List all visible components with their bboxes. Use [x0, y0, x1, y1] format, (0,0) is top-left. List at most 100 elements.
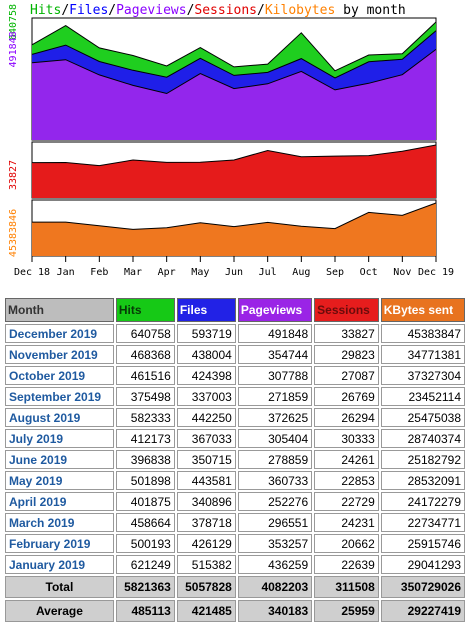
chart-title-part: Pageviews	[116, 3, 186, 18]
month-link[interactable]: August 2019	[5, 408, 114, 427]
month-link[interactable]: October 2019	[5, 366, 114, 385]
cell-files: 443581	[176, 471, 236, 490]
cell-sessions: 22729	[314, 492, 379, 511]
x-tick-label: May	[191, 267, 209, 278]
table-row: May 2019 501898 443581 360733 22853 28532091	[5, 471, 465, 490]
cell-files: 442250	[176, 408, 236, 427]
chart-title-part: by month	[335, 3, 405, 18]
total-kbytes: 350729026	[380, 576, 465, 598]
line-pageviews	[31, 49, 437, 95]
month-link[interactable]: July 2019	[5, 429, 114, 448]
header-pageviews: Pageviews	[237, 298, 313, 322]
cell-pageviews: 353257	[237, 534, 313, 553]
cell-sessions: 33827	[314, 324, 379, 343]
table-row: February 2019 500193 426129 353257 20662 2591…	[5, 534, 465, 553]
table-row: January 2019 621249 515382 436259 22639 29041…	[5, 555, 465, 574]
cell-kbytes: 34771381	[380, 345, 465, 364]
cell-hits: 458664	[115, 513, 175, 532]
cell-sessions: 26769	[314, 387, 379, 406]
cell-kbytes: 25182792	[380, 450, 465, 469]
area-pageviews	[32, 49, 436, 140]
chart-title-part: /	[187, 3, 195, 18]
cell-pageviews: 436259	[237, 555, 313, 574]
cell-pageviews: 296551	[237, 513, 313, 532]
chart-canvas: Hits/Files/Pageviews/Sessions/Kilobytes …	[8, 3, 454, 278]
cell-kbytes: 23452114	[380, 387, 465, 406]
month-link[interactable]: November 2019	[5, 345, 114, 364]
month-link[interactable]: June 2019	[5, 450, 114, 469]
cell-sessions: 22639	[314, 555, 379, 574]
cell-hits: 401875	[115, 492, 175, 511]
x-axis: Dec 18 Jan Feb Mar Apr May Jun Jul Aug Sep Oct Nov D…	[14, 256, 454, 278]
table-body: December 2019 640758 593719 491848 33827 4538…	[5, 324, 465, 574]
cell-pageviews: 354744	[237, 345, 313, 364]
cell-files: 378718	[176, 513, 236, 532]
x-tick-label: Oct	[360, 267, 378, 278]
cell-sessions: 30333	[314, 429, 379, 448]
month-link[interactable]: April 2019	[5, 492, 114, 511]
cell-files: 367033	[176, 429, 236, 448]
cell-pageviews: 360733	[237, 471, 313, 490]
chart-title-part: /	[61, 3, 69, 18]
x-tick-label: Jan	[57, 267, 75, 278]
y-tick-label: 33827	[8, 160, 19, 190]
cell-kbytes: 37327304	[380, 366, 465, 385]
total-row: Total 5821363 5057828 4082203 311508 350…	[5, 576, 465, 598]
line-hits	[31, 21, 437, 72]
table-row: March 2019 458664 378718 296551 24231 2273477…	[5, 513, 465, 532]
table-row: November 2019 468368 438004 354744 29823 3477…	[5, 345, 465, 364]
average-label: Average	[5, 600, 114, 622]
cell-files: 593719	[176, 324, 236, 343]
x-tick-label: Jul	[259, 267, 277, 278]
cell-hits: 468368	[115, 345, 175, 364]
cell-sessions: 24261	[314, 450, 379, 469]
line-files	[31, 30, 437, 79]
month-link[interactable]: September 2019	[5, 387, 114, 406]
average-files: 421485	[176, 600, 236, 622]
month-link[interactable]: May 2019	[5, 471, 114, 490]
x-tick-label: Mar	[124, 267, 142, 278]
cell-pageviews: 307788	[237, 366, 313, 385]
area-kilobytes	[32, 203, 436, 256]
chart-title-part: Hits	[30, 3, 61, 18]
month-link[interactable]: February 2019	[5, 534, 114, 553]
cell-sessions: 29823	[314, 345, 379, 364]
header-kbytes: KBytes sent	[380, 298, 465, 322]
cell-sessions: 26294	[314, 408, 379, 427]
cell-hits: 621249	[115, 555, 175, 574]
cell-sessions: 24231	[314, 513, 379, 532]
y-tick-label: 491848	[8, 31, 19, 67]
cell-files: 438004	[176, 345, 236, 364]
cell-pageviews: 372625	[237, 408, 313, 427]
header-sessions: Sessions	[314, 298, 379, 322]
cell-pageviews: 491848	[237, 324, 313, 343]
table-row: June 2019 396838 350715 278859 24261 25182792	[5, 450, 465, 469]
monthly-stats-table: Month Hits Files Pageviews Sessions KByt…	[3, 296, 467, 624]
cell-sessions: 20662	[314, 534, 379, 553]
line-sessions	[31, 144, 437, 167]
table-header-row: Month Hits Files Pageviews Sessions KByt…	[5, 298, 465, 322]
cell-hits: 396838	[115, 450, 175, 469]
cell-pageviews: 271859	[237, 387, 313, 406]
month-link[interactable]: January 2019	[5, 555, 114, 574]
cell-hits: 500193	[115, 534, 175, 553]
table-row: October 2019 461516 424398 307788 27087 37327…	[5, 366, 465, 385]
month-link[interactable]: March 2019	[5, 513, 114, 532]
cell-files: 426129	[176, 534, 236, 553]
total-label: Total	[5, 576, 114, 598]
panel-sessions: 33827	[8, 141, 437, 199]
cell-pageviews: 252276	[237, 492, 313, 511]
total-hits: 5821363	[115, 576, 175, 598]
chart-title: Hits/Files/Pageviews/Sessions/Kilobytes …	[30, 3, 406, 18]
average-kbytes: 29227419	[380, 600, 465, 622]
chart-title-part: Files	[69, 3, 108, 18]
x-tick-label: Jun	[225, 267, 243, 278]
month-link[interactable]: December 2019	[5, 324, 114, 343]
table-row: December 2019 640758 593719 491848 33827 4538…	[5, 324, 465, 343]
total-pageviews: 4082203	[237, 576, 313, 598]
x-tick-label: Dec 18	[14, 267, 50, 278]
table-row: April 2019 401875 340896 252276 22729 2417227…	[5, 492, 465, 511]
average-sessions: 25959	[314, 600, 379, 622]
cell-kbytes: 45383847	[380, 324, 465, 343]
